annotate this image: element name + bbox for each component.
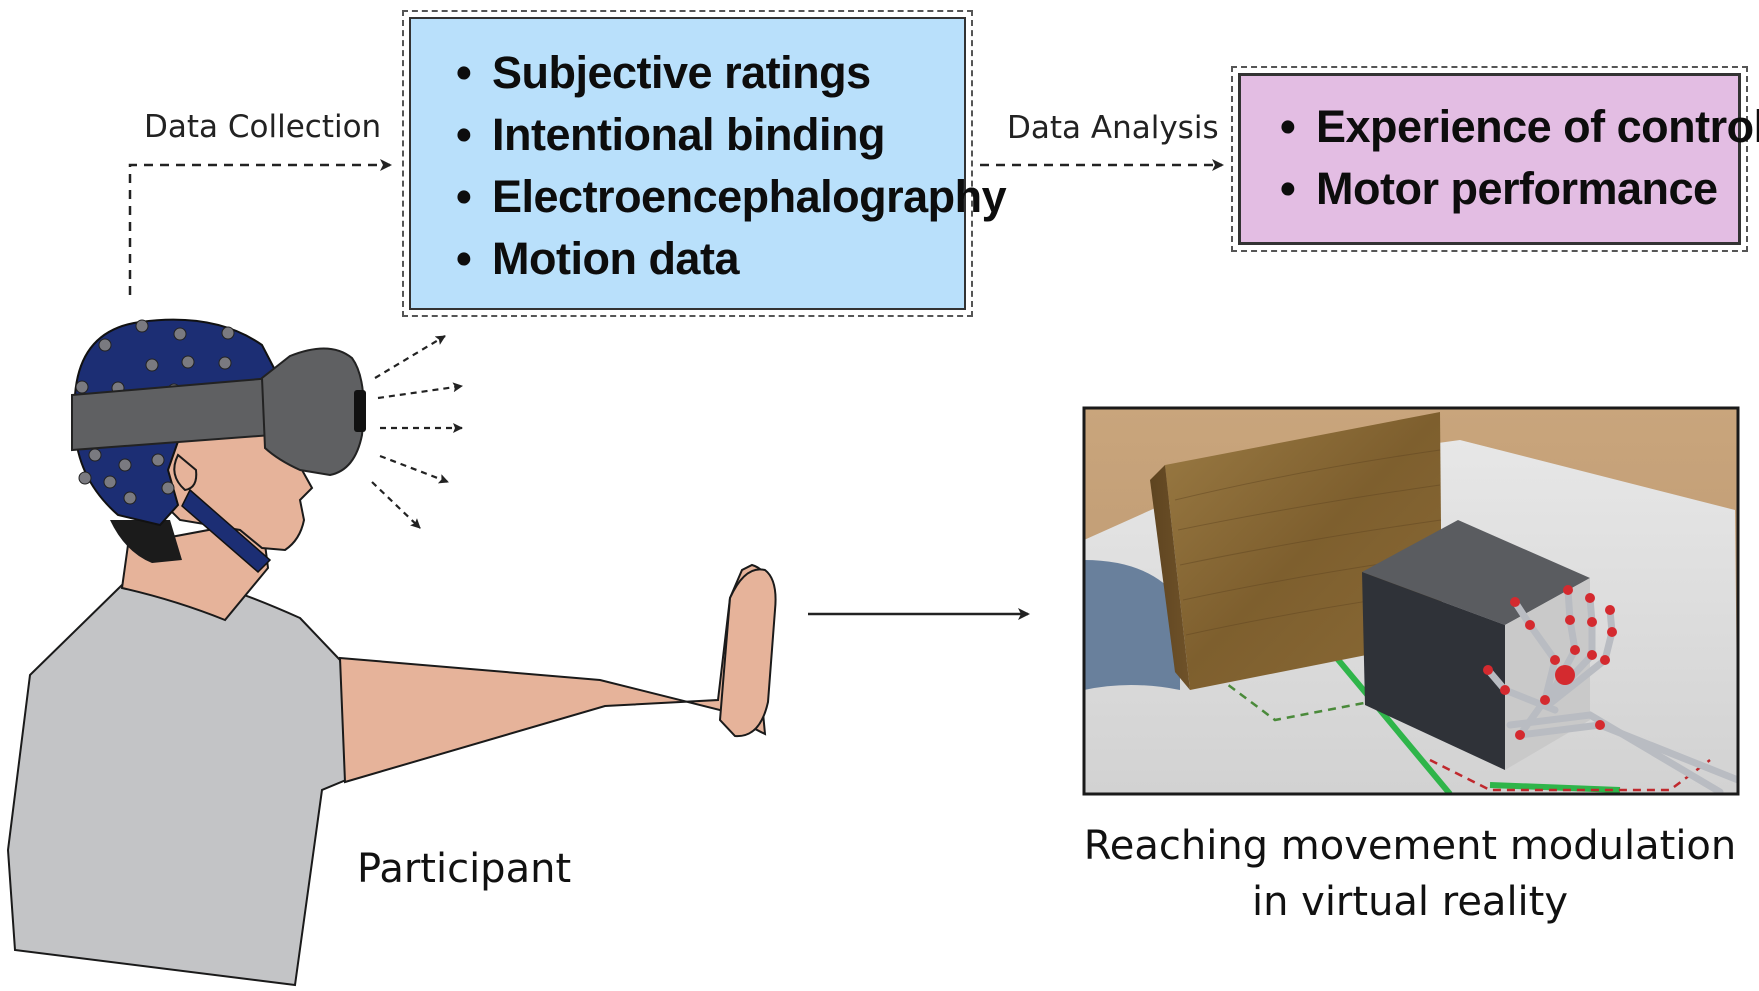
data-collection-label: Data Collection xyxy=(144,109,382,145)
vr-block-front xyxy=(1362,572,1505,770)
participant-hair xyxy=(110,520,182,563)
vr-caption: Reaching movement modulation in virtual … xyxy=(1060,818,1759,930)
data-item-intentional-binding: Intentional binding xyxy=(456,104,1006,166)
data-collection-arrow xyxy=(128,159,392,295)
data-analysis-label: Data Analysis xyxy=(1007,110,1219,146)
vr-caption-line-1: Reaching movement modulation xyxy=(1083,823,1737,869)
vr-track-far xyxy=(1317,636,1453,794)
vr-wooden-wall-side xyxy=(1150,465,1190,690)
vr-scene-frame xyxy=(1082,406,1740,796)
participant-label: Participant xyxy=(357,846,572,892)
gaze-arrows xyxy=(371,335,463,529)
data-box-list: Subjective ratings Intentional binding E… xyxy=(456,42,1007,290)
outcome-box-list: Experience of control Motor performance xyxy=(1280,96,1759,220)
participant-hand xyxy=(718,568,777,738)
vr-caption-line-2: in virtual reality xyxy=(1251,879,1569,925)
data-item-subjective-ratings: Subjective ratings xyxy=(456,42,1006,104)
vr-shadow xyxy=(1084,560,1180,690)
data-item-eeg: Electroencephalography xyxy=(456,166,1007,228)
vr-headset-sensor xyxy=(354,390,366,432)
outcome-item-experience-of-control: Experience of control xyxy=(1280,96,1759,158)
eeg-chin-strap xyxy=(181,488,272,574)
outcome-item-motor-performance: Motor performance xyxy=(1280,158,1759,220)
vr-block-top xyxy=(1362,520,1590,625)
vr-hand-joints xyxy=(1483,585,1617,740)
participant-ear xyxy=(173,453,198,492)
vr-headset xyxy=(260,347,365,477)
data-item-motion-data: Motion data xyxy=(456,228,1006,290)
